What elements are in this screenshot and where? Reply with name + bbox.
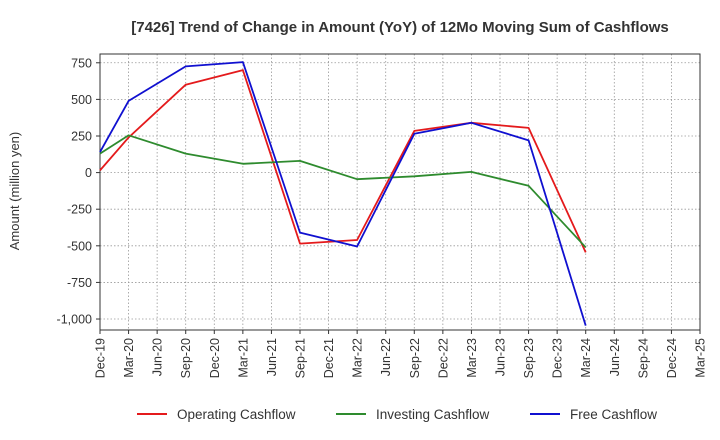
x-axis-ticks: Dec-19 Mar-20 Jun-20 Sep-20 Dec-20 Mar-21 Jun-… — [94, 330, 708, 378]
x-tick-label: Mar-21 — [236, 338, 250, 378]
operating-cashflow-line — [99, 69, 587, 253]
x-tick-label: Jun-20 — [151, 338, 165, 376]
y-tick-label: 750 — [71, 56, 92, 70]
y-tick-label: 500 — [71, 93, 92, 107]
x-tick-label: Jun-24 — [608, 338, 622, 376]
y-tick-label: -750 — [67, 276, 92, 290]
x-tick-label: Dec-20 — [208, 338, 222, 378]
x-tick-label: Sep-21 — [294, 338, 308, 378]
legend: Operating Cashflow Investing Cashflow Free… — [137, 407, 657, 422]
x-tick-label: Dec-22 — [436, 338, 450, 378]
x-tick-label: Jun-23 — [494, 338, 508, 376]
investing-cashflow-legend-label: Investing Cashflow — [376, 407, 490, 422]
x-tick-label: Jun-21 — [265, 338, 279, 376]
y-tick-label: -1,000 — [57, 313, 92, 327]
series-lines — [99, 61, 587, 326]
x-tick-label: Mar-25 — [694, 338, 708, 378]
x-tick-label: Mar-24 — [579, 338, 593, 378]
investing-cashflow-line — [99, 134, 587, 248]
y-tick-label: 0 — [85, 166, 92, 180]
free-cashflow-legend-label: Free Cashflow — [570, 407, 657, 422]
y-axis-ticks: 750 500 250 0 -250 -500 -750 -1,000 — [57, 56, 100, 327]
x-tick-label: Dec-19 — [94, 338, 108, 378]
x-tick-label: Dec-24 — [665, 338, 679, 378]
grid-lines — [100, 54, 700, 330]
x-tick-label: Sep-22 — [408, 338, 422, 378]
x-tick-label: Sep-24 — [636, 338, 650, 378]
x-tick-label: Dec-23 — [551, 338, 565, 378]
free-cashflow-line — [99, 61, 587, 326]
x-tick-label: Mar-20 — [122, 338, 136, 378]
x-tick-label: Dec-21 — [322, 338, 336, 378]
x-tick-label: Mar-23 — [465, 338, 479, 378]
plot-frame — [99, 53, 701, 331]
x-tick-label: Jun-22 — [379, 338, 393, 376]
x-tick-label: Sep-23 — [522, 338, 536, 378]
y-tick-label: 250 — [71, 129, 92, 143]
operating-cashflow-legend-label: Operating Cashflow — [177, 407, 296, 422]
y-tick-label: -250 — [67, 203, 92, 217]
x-tick-label: Sep-20 — [179, 338, 193, 378]
y-tick-label: -500 — [67, 239, 92, 253]
y-axis-label: Amount (million yen) — [7, 132, 22, 251]
x-tick-label: Mar-22 — [351, 338, 365, 378]
chart-title: [7426] Trend of Change in Amount (YoY) o… — [131, 19, 669, 36]
